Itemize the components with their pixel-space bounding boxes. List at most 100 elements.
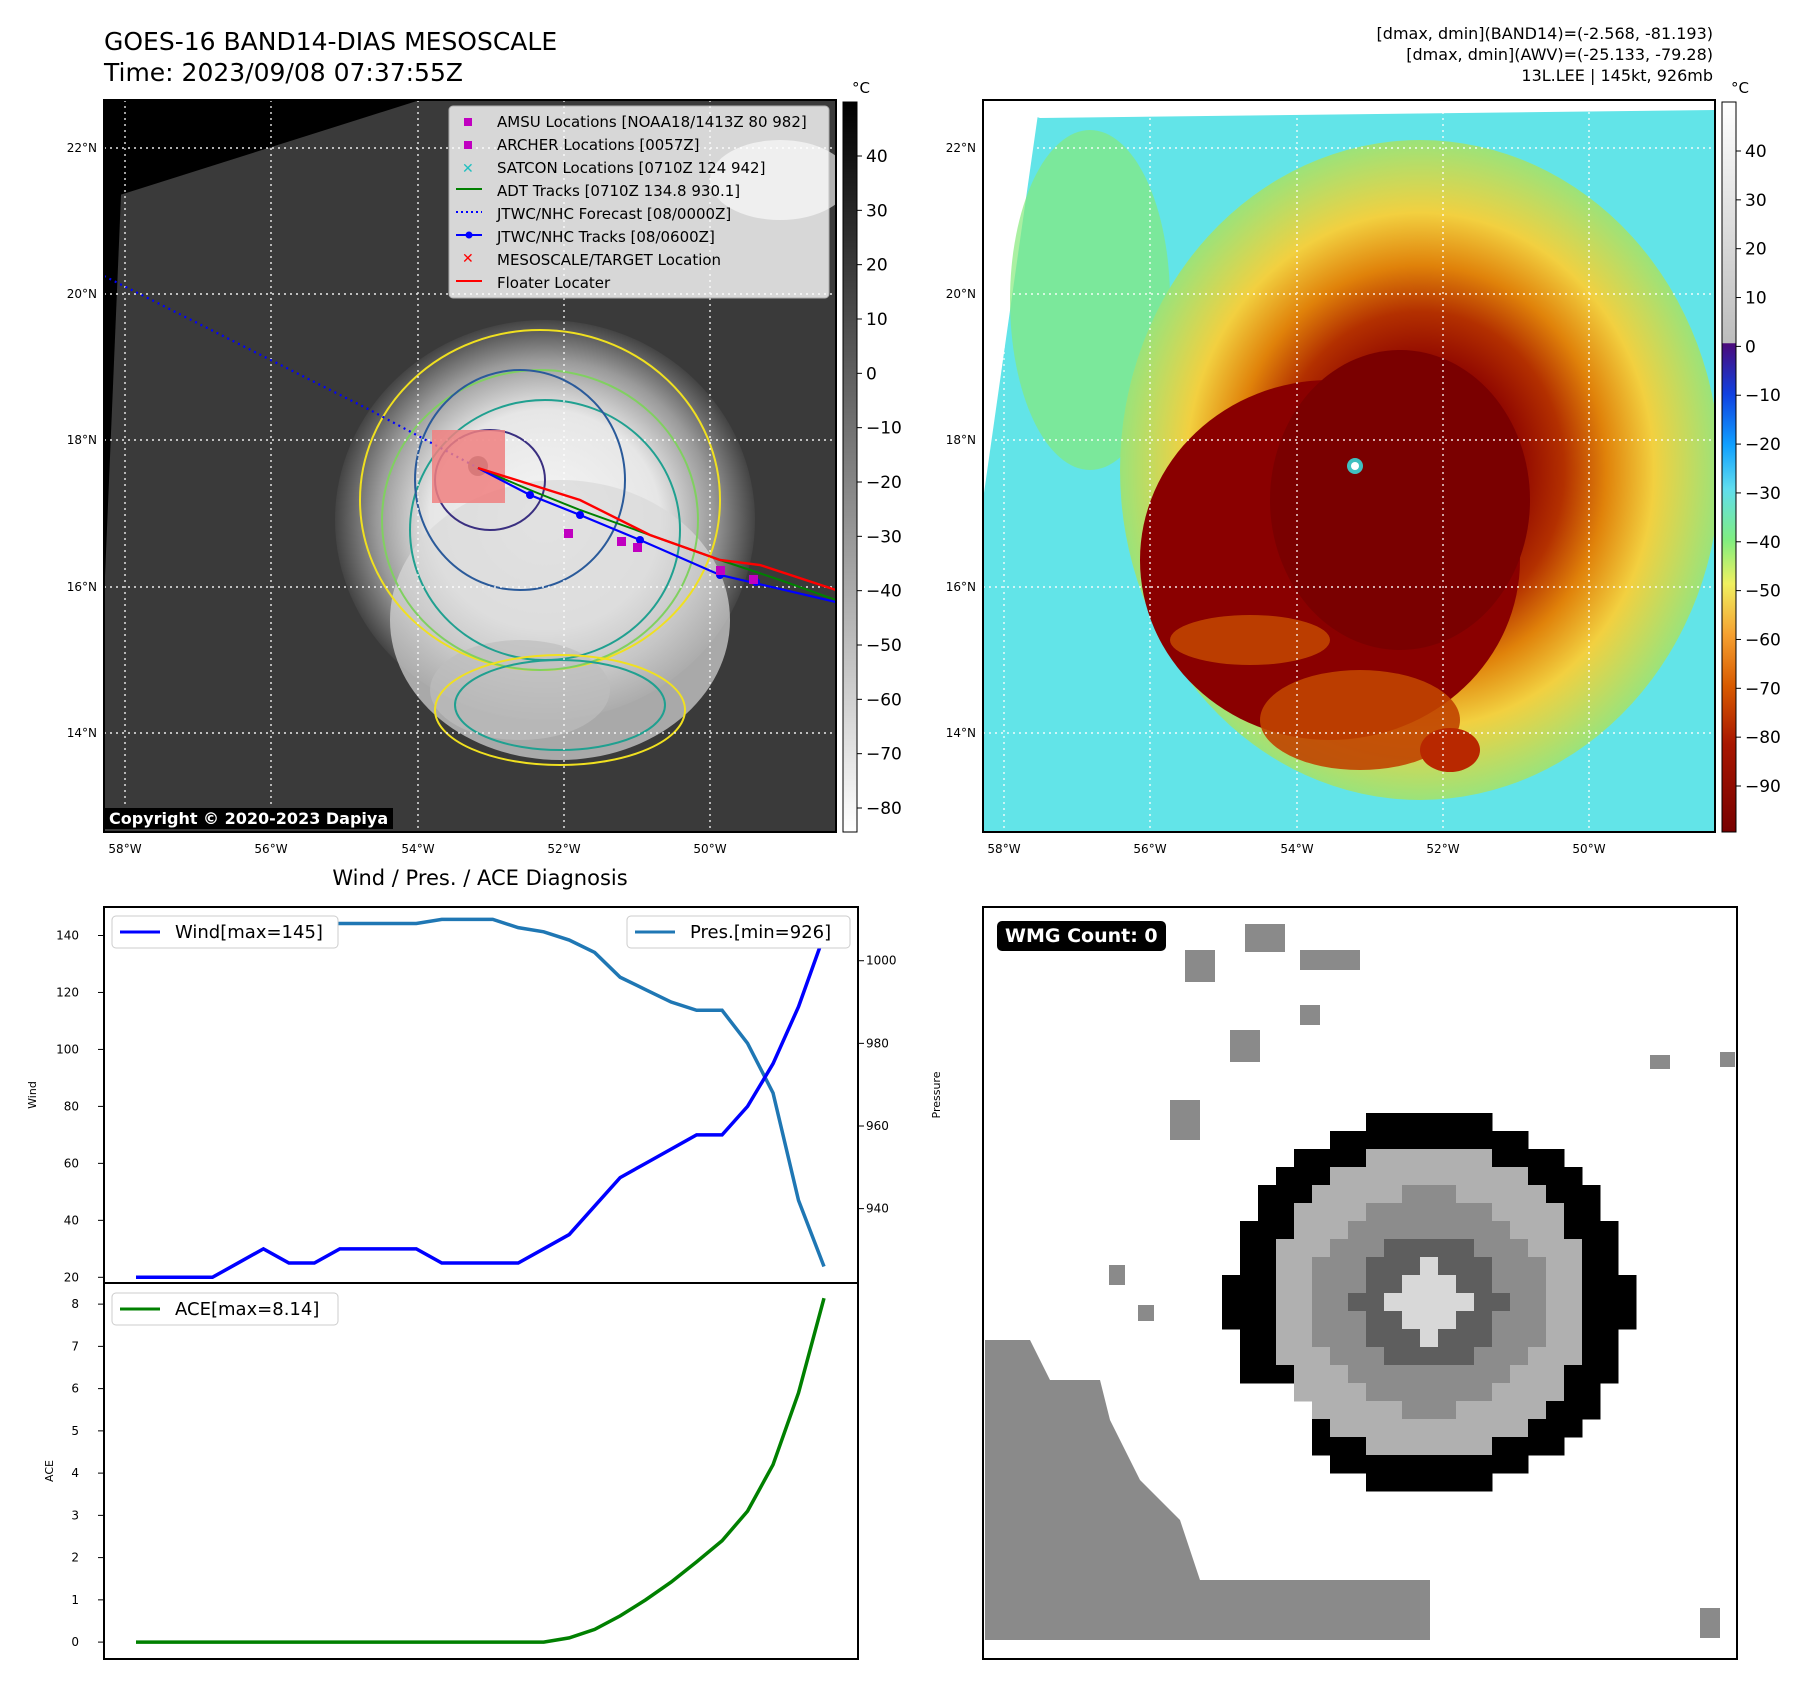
ace-tick-label: 6 <box>71 1382 79 1396</box>
legend-amsu: AMSU Locations [NOAA18/1413Z 80 982] <box>497 113 807 131</box>
color-colorbar <box>1721 101 1737 833</box>
stat-line-awv: [dmax, dmin](AWV)=(-25.133, -79.28) <box>1406 45 1713 64</box>
lon-label-left: 56°W <box>254 842 287 856</box>
wind-tick-label: 140 <box>56 928 79 942</box>
lat-label-left: 20°N <box>67 287 97 301</box>
colorbar-tick-label: 0 <box>866 364 877 384</box>
legend-forecast: JTWC/NHC Forecast [08/0000Z] <box>496 205 731 223</box>
colorbar-tick-label: −50 <box>1745 582 1781 602</box>
legend-ace: ACE[max=8.14] <box>175 1299 319 1320</box>
colorbar-tick-label: −60 <box>1745 630 1781 650</box>
pressure-tick-label: 980 <box>866 1036 889 1050</box>
wind-tick-label: 120 <box>56 985 79 999</box>
colorbar-tick-label: 20 <box>866 256 888 276</box>
colorbar-tick-label: −80 <box>1745 728 1781 748</box>
colorbar-tick-label: −70 <box>866 745 902 765</box>
lon-label-right: 50°W <box>1572 842 1605 856</box>
lat-label-right: 18°N <box>946 433 976 447</box>
lon-label-left: 50°W <box>693 842 726 856</box>
legend-floater: Floater Locater <box>497 274 611 292</box>
lat-label-left: 18°N <box>67 433 97 447</box>
ace-tick-label: 3 <box>71 1508 79 1522</box>
colorbar-tick-label: −10 <box>866 419 902 439</box>
colorbar-tick-label: 40 <box>1745 142 1767 162</box>
colorbar-tick-label: 40 <box>866 147 888 167</box>
lat-label-left: 16°N <box>67 580 97 594</box>
wind-tick-label: 40 <box>64 1213 79 1227</box>
colorbar-tick-label: −50 <box>866 636 902 656</box>
wind-tick-label: 100 <box>56 1042 79 1056</box>
lon-label-right: 58°W <box>987 842 1020 856</box>
ace-tick-label: 5 <box>71 1424 79 1438</box>
legend-tracks: JTWC/NHC Tracks [08/0600Z] <box>496 228 715 246</box>
lon-label-right: 54°W <box>1280 842 1313 856</box>
colorbar-tick-label: −70 <box>1745 679 1781 699</box>
ace-tick-label: 2 <box>71 1551 79 1565</box>
colorbar-tick-label: −60 <box>866 690 902 710</box>
figure-time: Time: 2023/09/08 07:37:55Z <box>103 58 463 87</box>
lon-label-left: 52°W <box>547 842 580 856</box>
lat-label-right: 20°N <box>946 287 976 301</box>
colorbar-tick-label: −20 <box>1745 435 1781 455</box>
ace-tick-label: 7 <box>71 1339 79 1353</box>
lat-label-left: 22°N <box>67 141 97 155</box>
lat-label-right: 22°N <box>946 141 976 155</box>
colorbar-tick-label: 10 <box>866 310 888 330</box>
pressure-axis-label: Pressure <box>930 1071 943 1118</box>
legend-satcon: SATCON Locations [0710Z 124 942] <box>497 159 765 177</box>
colorbar-tick-label: −90 <box>1745 777 1781 797</box>
lon-label-right: 52°W <box>1426 842 1459 856</box>
color-colorbar-unit: °C <box>1731 79 1749 97</box>
colorbar-tick-label: −40 <box>866 582 902 602</box>
wmg-panel <box>982 906 1738 1660</box>
wind-tick-label: 60 <box>64 1156 79 1170</box>
lon-label-right: 56°W <box>1133 842 1166 856</box>
legend-mesoscale: MESOSCALE/TARGET Location <box>497 251 721 269</box>
colorbar-tick-label: −80 <box>866 799 902 819</box>
colorbar-tick-label: 0 <box>1745 337 1756 357</box>
svg-text:✕: ✕ <box>462 251 474 267</box>
colorbar-tick-label: −40 <box>1745 533 1781 553</box>
lon-label-left: 54°W <box>401 842 434 856</box>
stat-line-band14: [dmax, dmin](BAND14)=(-2.568, -81.193) <box>1377 24 1713 43</box>
diag-title: Wind / Pres. / ACE Diagnosis <box>332 866 627 890</box>
legend-adt: ADT Tracks [0710Z 134.8 930.1] <box>497 182 740 200</box>
wind-axis-label: Wind <box>26 1081 39 1109</box>
pressure-tick-label: 1000 <box>866 954 897 968</box>
lat-label-right: 16°N <box>946 580 976 594</box>
wind-tick-label: 80 <box>64 1099 79 1113</box>
lon-label-left: 58°W <box>108 842 141 856</box>
colorbar-tick-label: 30 <box>866 201 888 221</box>
wmg-count-badge: WMG Count: 0 <box>997 921 1166 951</box>
lat-label-left: 14°N <box>67 726 97 740</box>
legend-pressure: Pres.[min=926] <box>690 922 831 943</box>
gray-colorbar <box>842 101 858 833</box>
ir-color-map <box>983 100 1715 832</box>
ace-axis-label: ACE <box>43 1460 56 1482</box>
stat-line-storm: 13L.LEE | 145kt, 926mb <box>1521 66 1713 85</box>
pressure-tick-label: 940 <box>866 1202 889 1216</box>
colorbar-tick-label: 10 <box>1745 289 1767 309</box>
colorbar-tick-label: −30 <box>1745 484 1781 504</box>
colorbar-tick-label: 20 <box>1745 240 1767 260</box>
map-legend: ✕ ✕ AMSU Locations [NOAA18/1413Z 80 982]… <box>448 105 830 299</box>
svg-text:✕: ✕ <box>462 161 474 177</box>
ace-line <box>136 1297 826 1644</box>
colorbar-tick-label: 30 <box>1745 191 1767 211</box>
ace-tick-label: 4 <box>71 1466 79 1480</box>
wind-line <box>136 934 826 1280</box>
figure-title: GOES-16 BAND14-DIAS MESOSCALE <box>104 27 557 56</box>
colorbar-tick-label: −30 <box>866 527 902 547</box>
gray-colorbar-unit: °C <box>852 79 870 97</box>
copyright-label: Copyright © 2020-2023 Dapiya <box>104 808 394 829</box>
legend-wind: Wind[max=145] <box>175 922 323 943</box>
ace-tick-label: 8 <box>71 1297 79 1311</box>
ace-tick-label: 0 <box>71 1635 79 1649</box>
lat-label-right: 14°N <box>946 726 976 740</box>
colorbar-tick-label: −20 <box>866 473 902 493</box>
legend-archer: ARCHER Locations [0057Z] <box>497 136 700 154</box>
colorbar-tick-label: −10 <box>1745 386 1781 406</box>
wind-tick-label: 20 <box>64 1270 79 1284</box>
ace-tick-label: 1 <box>71 1593 79 1607</box>
pressure-tick-label: 960 <box>866 1119 889 1133</box>
